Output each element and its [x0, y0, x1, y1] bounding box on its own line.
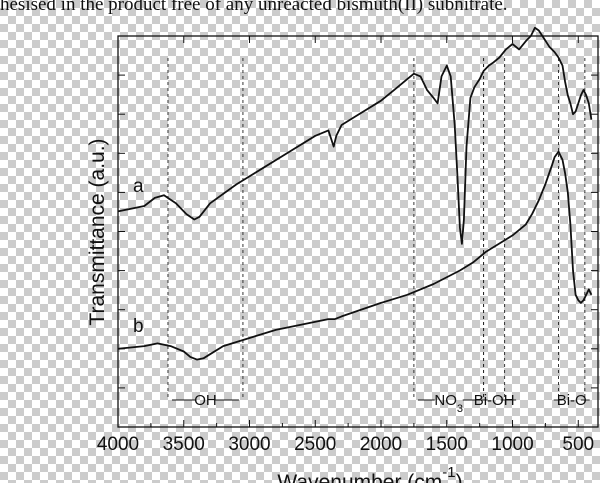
series-label-b: b — [133, 316, 144, 337]
series-line-a — [117, 26, 593, 245]
series-line-b — [117, 150, 593, 361]
x-tick-label: 2000 — [360, 434, 402, 455]
band-label: NO3 — [434, 392, 463, 415]
x-tick-label: 1500 — [426, 434, 468, 455]
x-axis-label: Wavenumber (cm-1) — [277, 464, 462, 483]
x-tick-label: 4000 — [97, 434, 139, 455]
band-label: Bi-OH — [474, 392, 515, 409]
y-axis-label: Transmittance (a.u.) — [86, 138, 109, 325]
caption-text: hesised in the product free of any unrea… — [0, 0, 508, 15]
x-tick-label: 3500 — [163, 434, 205, 455]
x-tick-label: 2500 — [294, 434, 336, 455]
x-tick-label: 500 — [562, 434, 594, 455]
series-label-a: a — [133, 176, 144, 197]
plot-frame — [117, 35, 599, 428]
band-label: Bi-O — [557, 392, 587, 409]
x-tick-label: 1000 — [491, 434, 533, 455]
x-tick-label: 3000 — [228, 434, 270, 455]
plot-area: 4000 3500 3000 2500 2000 1500 1000 500 OH NO3 Bi-O… — [86, 26, 599, 483]
band-label: OH — [194, 392, 217, 409]
